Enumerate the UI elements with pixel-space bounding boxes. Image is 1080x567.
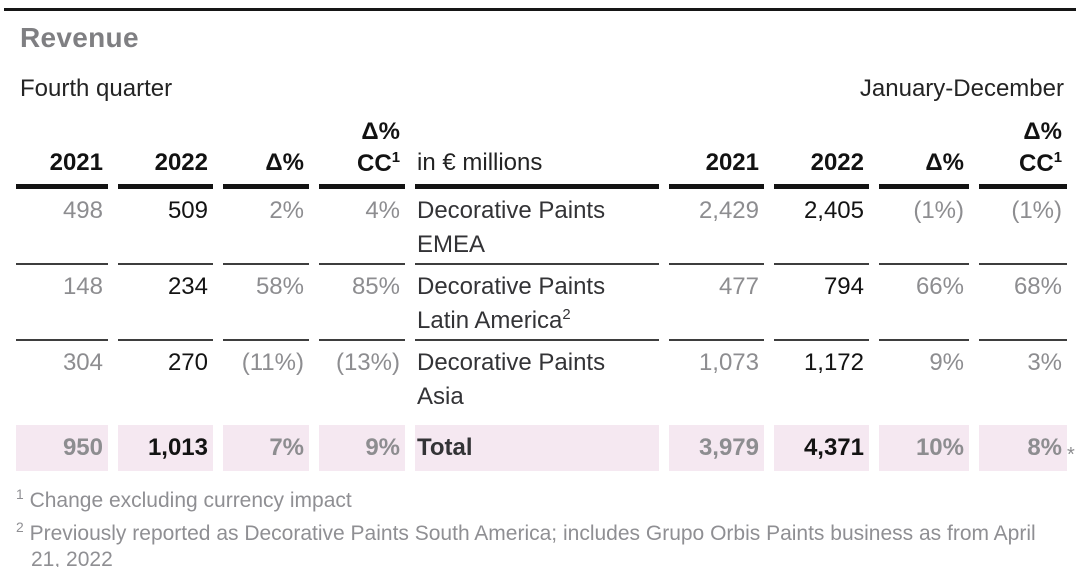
total-fy-2022: 4,371 (774, 425, 869, 471)
table-header-row: 2021 2022 Δ% Δ% CC1 in € millions 2021 2… (16, 115, 1067, 189)
total-label: Total (415, 425, 659, 471)
cell-fy-delta-cc: (1%) (979, 189, 1067, 265)
total-q4-2022: 1,013 (118, 425, 213, 471)
delta-cc-line1: Δ% (361, 118, 400, 145)
table-row-asia: 304 270 (11%) (13%) Decorative Paints As… (16, 341, 1067, 425)
cell-q4-2022: 234 (118, 265, 213, 341)
cell-q4-2021: 498 (16, 189, 108, 265)
col-header-fy-delta: Δ% (879, 115, 969, 189)
col-header-q4-delta: Δ% (223, 115, 309, 189)
cell-fy-delta-cc: 68% (979, 265, 1067, 341)
row-label: Decorative Paints Asia (417, 349, 606, 410)
col-header-q4-2021: 2021 (16, 115, 108, 189)
total-fy-delta: 10% (879, 425, 969, 471)
cell-fy-2022: 2,405 (774, 189, 869, 265)
cell-fy-delta: (1%) (879, 189, 969, 265)
total-q4-2021: 950 (16, 425, 108, 471)
period-label-january-december: January-December (859, 75, 1064, 102)
table-row-latin-america: 148 234 58% 85% Decorative Paints Latin … (16, 265, 1067, 341)
footnote-2: 2 Previously reported as Decorative Pain… (16, 519, 1036, 567)
cell-q4-delta-cc: (13%) (335, 349, 400, 376)
cell-fy-delta: 9% (929, 349, 964, 376)
cell-q4-delta-cc: 4% (319, 189, 405, 265)
cell-fy-2022: 1,172 (803, 349, 864, 376)
footnote-1: 1 Change excluding currency impact (16, 486, 352, 512)
cell-q4-delta: 58% (223, 265, 309, 341)
top-divider (4, 8, 1076, 11)
total-q4-delta: 7% (223, 425, 309, 471)
total-asterisk: * (1067, 444, 1075, 466)
cell-q4-2021: 148 (16, 265, 108, 341)
cell-fy-2021: 477 (669, 265, 764, 341)
cell-fy-2021: 2,429 (669, 189, 764, 265)
cell-fy-delta: 66% (879, 265, 969, 341)
col-header-q4-2022: 2022 (118, 115, 213, 189)
table-row-total: 950 1,013 7% 9% Total 3,979 4,371 10% 8% (16, 425, 1067, 471)
cell-q4-2022: 509 (118, 189, 213, 265)
delta-cc-line2: CC1 (1019, 150, 1062, 177)
cell-q4-delta: (11%) (241, 349, 304, 376)
delta-cc-line1: Δ% (1023, 118, 1062, 145)
period-label-fourth-quarter: Fourth quarter (20, 75, 173, 102)
col-header-fy-2022: 2022 (774, 115, 869, 189)
cell-q4-2022: 270 (167, 349, 208, 376)
cell-fy-2021: 1,073 (698, 349, 759, 376)
cell-q4-delta-cc: 85% (319, 265, 405, 341)
revenue-table: 2021 2022 Δ% Δ% CC1 in € millions 2021 2… (6, 115, 1077, 471)
col-header-fy-2021: 2021 (669, 115, 764, 189)
col-header-fy-delta-cc: Δ% CC1 (979, 115, 1067, 189)
unit-label: in € millions (415, 115, 659, 189)
delta-cc-line2: CC1 (357, 150, 400, 177)
cell-q4-2021: 304 (62, 349, 103, 376)
cell-fy-delta-cc: 3% (1027, 349, 1062, 376)
period-row: Fourth quarter January-December (20, 75, 1064, 103)
cell-fy-2022: 794 (774, 265, 869, 341)
cell-q4-delta: 2% (223, 189, 309, 265)
total-fy-2021: 3,979 (669, 425, 764, 471)
total-q4-delta-cc: 9% (319, 425, 405, 471)
footnotes: 1 Change excluding currency impact 2 Pre… (16, 481, 1036, 567)
row-label: Decorative Paints Latin America2 (415, 265, 659, 341)
total-fy-delta-cc: 8% (979, 425, 1067, 471)
page-title: Revenue (20, 22, 139, 53)
table-row-emea: 498 509 2% 4% Decorative Paints EMEA 2,4… (16, 189, 1067, 265)
row-label: Decorative Paints EMEA (415, 189, 659, 265)
col-header-q4-delta-cc: Δ% CC1 (319, 115, 405, 189)
